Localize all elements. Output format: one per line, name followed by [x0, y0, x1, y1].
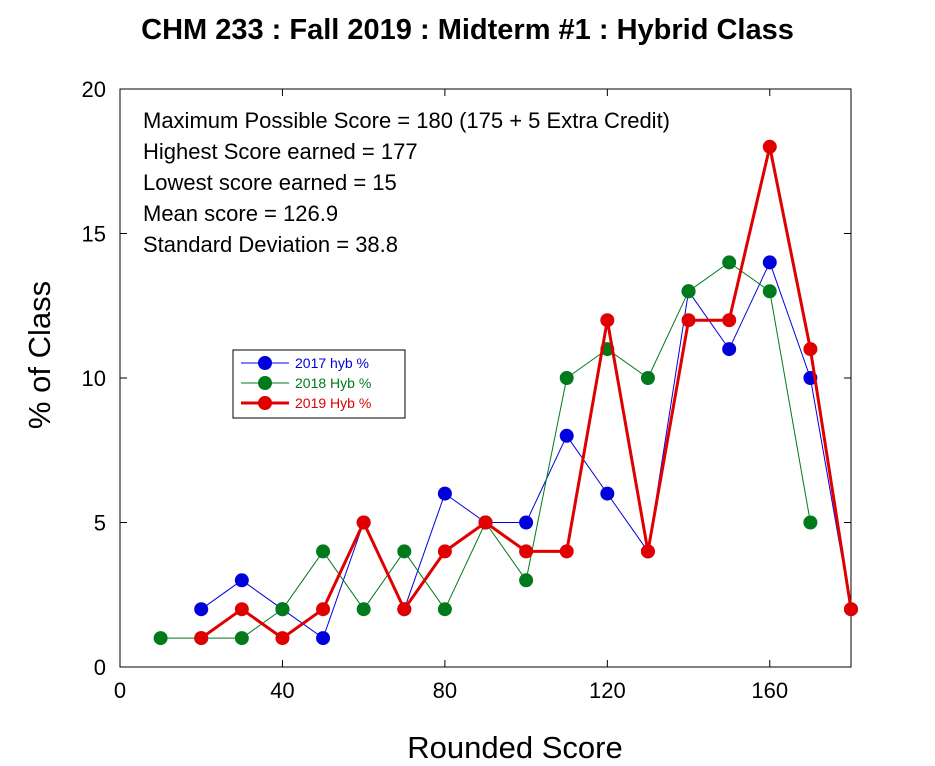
- data-point: [803, 342, 818, 357]
- data-point: [275, 602, 290, 617]
- data-point: [722, 255, 737, 270]
- data-point: [153, 631, 168, 646]
- axis-ticks: 0 40 80 120 160 0 5 10 15 20: [82, 77, 851, 703]
- data-point: [803, 515, 818, 530]
- legend-swatch-marker: [258, 376, 272, 390]
- data-point: [722, 342, 737, 357]
- y-tick-label: 5: [94, 511, 106, 536]
- y-tick-label: 15: [82, 222, 106, 247]
- stat-line: Lowest score earned = 15: [143, 170, 397, 195]
- data-point: [844, 602, 858, 617]
- data-point: [762, 139, 777, 154]
- data-point: [519, 544, 534, 559]
- legend-label: 2017 hyb %: [295, 355, 369, 371]
- data-point: [275, 631, 290, 646]
- x-axis-label: Rounded Score: [407, 730, 622, 765]
- data-point: [356, 602, 371, 617]
- data-point: [762, 284, 777, 299]
- data-point: [397, 544, 412, 559]
- data-point: [681, 313, 696, 328]
- data-point: [194, 602, 209, 617]
- series-layer: [153, 139, 858, 646]
- data-point: [640, 371, 655, 385]
- x-tick-label: 160: [751, 678, 788, 703]
- data-point: [559, 371, 574, 385]
- data-point: [722, 313, 737, 328]
- stat-line: Highest Score earned = 177: [143, 139, 418, 164]
- data-point: [316, 544, 331, 559]
- data-point: [316, 602, 331, 617]
- y-tick-label: 0: [94, 655, 106, 680]
- x-tick-label: 80: [433, 678, 457, 703]
- legend-swatch-marker: [258, 396, 272, 410]
- data-point: [234, 602, 249, 617]
- data-point: [762, 255, 777, 270]
- data-point: [316, 631, 331, 646]
- data-point: [234, 573, 249, 588]
- series-1: [153, 255, 818, 646]
- data-point: [681, 284, 696, 299]
- data-point: [234, 631, 249, 646]
- x-tick-label: 0: [114, 678, 126, 703]
- data-point: [437, 602, 452, 617]
- series-2: [194, 139, 858, 646]
- y-tick-label: 20: [82, 77, 106, 102]
- stat-line: Maximum Possible Score = 180 (175 + 5 Ex…: [143, 108, 670, 133]
- data-point: [559, 544, 574, 559]
- data-point: [437, 544, 452, 559]
- y-tick-label: 10: [82, 366, 106, 391]
- stat-line: Mean score = 126.9: [143, 201, 338, 226]
- data-point: [559, 428, 574, 443]
- x-tick-label: 120: [589, 678, 626, 703]
- data-point: [478, 515, 493, 530]
- data-point: [600, 313, 615, 328]
- legend-label: 2019 Hyb %: [295, 395, 371, 411]
- data-point: [397, 602, 412, 617]
- stat-line: Standard Deviation = 38.8: [143, 232, 398, 257]
- data-point: [437, 486, 452, 501]
- data-point: [194, 631, 209, 646]
- legend-swatch-marker: [258, 356, 272, 370]
- data-point: [600, 486, 615, 501]
- x-tick-label: 40: [270, 678, 294, 703]
- y-axis-label: % of Class: [22, 281, 57, 429]
- data-point: [519, 515, 534, 530]
- data-point: [519, 573, 534, 588]
- data-point: [640, 544, 655, 559]
- chart-title: CHM 233 : Fall 2019 : Midterm #1 : Hybri…: [141, 14, 794, 46]
- data-point: [356, 515, 371, 530]
- legend-label: 2018 Hyb %: [295, 375, 371, 391]
- legend: 2017 hyb % 2018 Hyb % 2019 Hyb %: [232, 349, 406, 419]
- stats-annotation: Maximum Possible Score = 180 (175 + 5 Ex…: [143, 108, 670, 257]
